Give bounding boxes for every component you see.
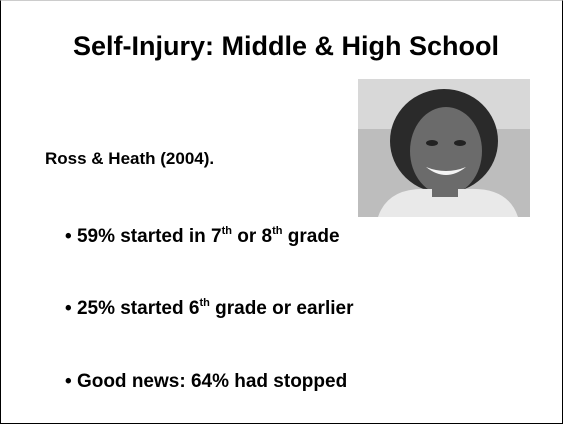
superscript: th <box>199 297 209 309</box>
bullet-text: grade or earlier <box>210 298 354 319</box>
superscript: th <box>222 225 232 237</box>
superscript: th <box>272 225 282 237</box>
bullet: • 59% started in 7th or 8th grade <box>65 226 340 248</box>
slide-title: Self-Injury: Middle & High School <box>66 31 506 62</box>
bullet-text: or 8 <box>232 226 272 247</box>
page: Self-Injury: Middle & High School Ross &… <box>0 0 563 424</box>
slide-subtitle: Ross & Heath (2004). <box>45 149 214 169</box>
bullet-text: Good news: 64% had stopped <box>77 371 347 392</box>
bullet-text: grade <box>283 226 340 247</box>
bullet-text: 25% started 6 <box>77 298 200 319</box>
slide: Self-Injury: Middle & High School Ross &… <box>0 0 563 424</box>
bullet-text: 59% started in 7 <box>77 226 222 247</box>
photo <box>358 79 530 217</box>
bullet: • Good news: 64% had stopped <box>65 371 347 393</box>
bullet: • 25% started 6th grade or earlier <box>65 298 353 320</box>
